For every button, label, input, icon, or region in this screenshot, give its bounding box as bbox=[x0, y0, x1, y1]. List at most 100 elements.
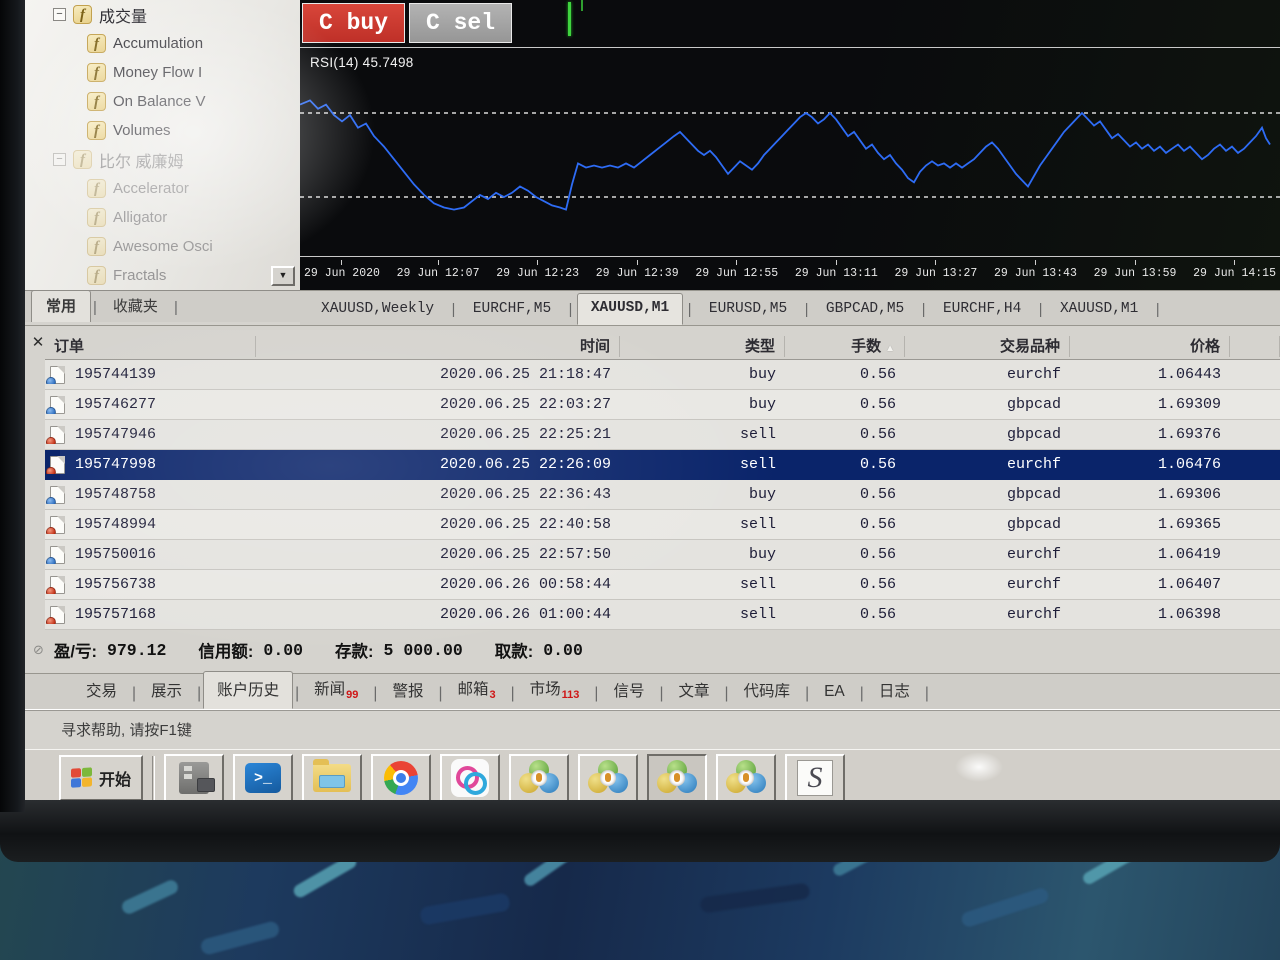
taskbar-button[interactable] bbox=[440, 754, 501, 802]
item-label: Money Flow I bbox=[113, 64, 203, 81]
price-cell: 1.06407 bbox=[1157, 576, 1221, 593]
indicator-icon: f bbox=[87, 63, 106, 82]
column-header[interactable]: 手数 ▲ bbox=[785, 335, 905, 357]
terminal-tab[interactable]: 代码库 bbox=[743, 683, 791, 700]
order-buy-dot bbox=[46, 496, 56, 504]
terminal-tab[interactable]: 日志 bbox=[878, 683, 910, 700]
taskbar-button[interactable] bbox=[716, 754, 777, 802]
type-cell: sell bbox=[739, 576, 776, 593]
item-label: Accelerator bbox=[113, 180, 189, 197]
tab-badge: 99 bbox=[346, 689, 359, 701]
navigator-item[interactable]: f Alligator bbox=[25, 203, 300, 232]
sort-asc-icon: ▲ bbox=[885, 342, 895, 354]
paint-stroke bbox=[199, 919, 281, 957]
order-cell: 195750016 bbox=[45, 545, 256, 564]
navigator-group[interactable]: − f 比尔 威廉姆 bbox=[25, 145, 300, 174]
order-number: 195747946 bbox=[75, 426, 157, 443]
order-row[interactable]: 195750016 2020.06.25 22:57:50 buy 0.56 eurch… bbox=[45, 540, 1280, 570]
item-label: Awesome Osci bbox=[113, 238, 213, 255]
navigator-item[interactable]: f Volumes bbox=[25, 116, 300, 145]
order-row[interactable]: 195748758 2020.06.25 22:36:43 buy 0.56 gbpca… bbox=[45, 480, 1280, 510]
order-row[interactable]: 195756738 2020.06.26 00:58:44 sell 0.56 eurc… bbox=[45, 570, 1280, 600]
order-row[interactable]: 195746277 2020.06.25 22:03:27 buy 0.56 gbpca… bbox=[45, 390, 1280, 420]
order-row[interactable]: 195747998 2020.06.25 22:26:09 sell 0.56 eurc… bbox=[45, 450, 1280, 480]
collapse-icon[interactable]: − bbox=[53, 8, 66, 21]
chart-tab[interactable]: EURUSD,M5 bbox=[708, 301, 788, 317]
time-cell: 2020.06.26 00:58:44 bbox=[439, 576, 611, 593]
navigator-item[interactable]: f Money Flow I bbox=[25, 58, 300, 87]
buy-button[interactable]: C buy bbox=[302, 3, 406, 43]
navigator-group[interactable]: − f 成交量 bbox=[25, 0, 300, 29]
start-button[interactable]: 开始 bbox=[59, 755, 144, 801]
chart-tab[interactable]: XAUUSD,Weekly bbox=[321, 301, 435, 317]
terminal-tab[interactable]: 新闻99 bbox=[314, 681, 359, 701]
navigator-tab[interactable]: 常用 bbox=[31, 290, 92, 322]
terminal-tab[interactable]: 警报 bbox=[392, 683, 424, 700]
collapse-icon[interactable]: − bbox=[53, 153, 66, 166]
paint-stroke bbox=[959, 886, 1051, 929]
order-number: 195750016 bbox=[75, 546, 157, 563]
tab-separator: | bbox=[566, 303, 575, 319]
group-label: 成交量 bbox=[99, 8, 148, 26]
indicator-icon: f bbox=[87, 34, 106, 53]
monitor-bezel bbox=[0, 800, 1280, 862]
rsi-indicator-window[interactable]: RSI(14) 45.7498 bbox=[299, 47, 1280, 257]
terminal-tab[interactable]: 账户历史 bbox=[203, 671, 294, 709]
chart-tab[interactable]: EURCHF,M5 bbox=[472, 301, 552, 317]
taskbar-button[interactable] bbox=[509, 754, 570, 802]
taskbar-button[interactable] bbox=[302, 754, 363, 802]
chart-tab[interactable]: XAUUSD,M1 bbox=[576, 293, 684, 325]
column-header[interactable]: 价格 bbox=[1070, 335, 1230, 357]
order-row[interactable]: 195748994 2020.06.25 22:40:58 sell 0.56 gbpc… bbox=[45, 510, 1280, 540]
terminal-tab[interactable]: 交易 bbox=[86, 683, 118, 700]
taskbar-button[interactable] bbox=[164, 754, 225, 802]
order-row[interactable]: 195757168 2020.06.26 01:00:44 sell 0.56 eurc… bbox=[45, 600, 1280, 630]
computer-icon bbox=[179, 762, 216, 794]
indicator-icon: f bbox=[87, 179, 106, 198]
scroll-down-button[interactable]: ▼ bbox=[271, 266, 295, 286]
column-header[interactable]: 交易品种 bbox=[905, 335, 1070, 357]
navigator-tab[interactable]: 收藏夹 bbox=[112, 298, 158, 315]
status-bar: 寻求帮助, 请按F1键 bbox=[25, 709, 1280, 749]
taskbar-button[interactable]: S bbox=[785, 754, 846, 802]
terminal-tab[interactable]: 信号 bbox=[613, 683, 645, 700]
column-header[interactable]: 订单 bbox=[45, 335, 256, 357]
order-row[interactable]: 195747946 2020.06.25 22:25:21 sell 0.56 gbpc… bbox=[45, 420, 1280, 450]
taskbar-button[interactable] bbox=[578, 754, 639, 802]
chart-tab[interactable]: XAUUSD,M1 bbox=[1059, 301, 1139, 317]
tab-badge: 3 bbox=[489, 689, 496, 701]
mt4-icon bbox=[725, 760, 767, 796]
item-label: Accumulation bbox=[113, 35, 204, 52]
navigator-item[interactable]: f Accelerator bbox=[25, 174, 300, 203]
navigator-item[interactable]: f Awesome Osci bbox=[25, 232, 300, 261]
chevron-down-icon: ▼ bbox=[278, 270, 288, 280]
tick-mark bbox=[437, 260, 439, 265]
order-row[interactable]: 195744139 2020.06.25 21:18:47 buy 0.56 eurch… bbox=[45, 360, 1280, 390]
terminal-tab[interactable]: 邮箱3 bbox=[457, 681, 496, 701]
taskbar-button[interactable] bbox=[647, 754, 708, 802]
terminal-tab[interactable]: EA bbox=[824, 683, 845, 700]
terminal-tab[interactable]: 文章 bbox=[678, 683, 710, 700]
chart-tab[interactable]: EURCHF,H4 bbox=[942, 301, 1022, 317]
tab-separator: | bbox=[173, 299, 178, 316]
price-cell: 1.06419 bbox=[1157, 546, 1221, 563]
navigator-item[interactable]: f Accumulation bbox=[25, 29, 300, 58]
indicator-icon: f bbox=[73, 5, 92, 24]
time-axis[interactable]: 29 Jun 2020 29 Jun 12:07 29 Jun 12:23 29 Ju… bbox=[300, 258, 1280, 290]
time-cell: 2020.06.25 22:40:58 bbox=[439, 516, 611, 533]
taskbar-button[interactable]: >_ bbox=[233, 754, 294, 802]
terminal-tab[interactable]: 展示 bbox=[151, 683, 183, 700]
tab-separator: | bbox=[295, 685, 300, 702]
mt4-sphere bbox=[669, 770, 686, 786]
navigator-item[interactable]: f On Balance V bbox=[25, 87, 300, 116]
column-header[interactable]: 时间 bbox=[256, 335, 620, 357]
taskbar-button[interactable] bbox=[371, 754, 432, 802]
order-cell: 195744139 bbox=[45, 365, 256, 384]
orders-table-header[interactable]: 订单 时间 类型 手数 ▲ 交易品种 价格 bbox=[45, 333, 1280, 360]
terminal-tab[interactable]: 市场113 bbox=[529, 681, 580, 701]
chart-tab[interactable]: GBPCAD,M5 bbox=[825, 301, 905, 317]
close-icon[interactable]: ✕ bbox=[31, 334, 45, 351]
navigator-item[interactable]: f Fractals bbox=[25, 261, 300, 290]
column-header[interactable]: 类型 bbox=[620, 335, 785, 357]
sell-button[interactable]: C sel bbox=[409, 3, 513, 43]
